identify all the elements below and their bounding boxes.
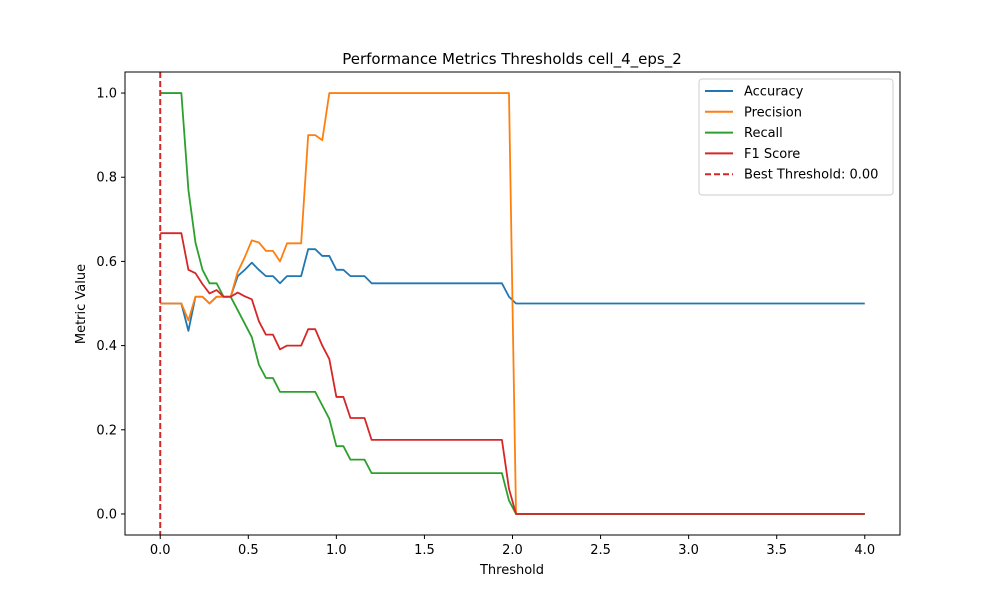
x-axis-label: Threshold: [479, 563, 544, 578]
x-tick-label: 2.0: [502, 543, 523, 558]
x-tick-label: 0.0: [150, 543, 171, 558]
y-tick-label: 0.2: [96, 423, 117, 438]
x-tick-label: 1.5: [414, 543, 435, 558]
series-line-f1-score: [160, 232, 865, 515]
x-tick-label: 2.5: [590, 543, 611, 558]
x-tick-label: 3.5: [766, 543, 787, 558]
chart-title: Performance Metrics Thresholds cell_4_ep…: [342, 50, 682, 69]
legend-label: Accuracy: [744, 85, 804, 100]
series-line-recall: [160, 92, 865, 515]
x-tick-label: 4.0: [854, 543, 875, 558]
x-tick-label: 3.0: [678, 543, 699, 558]
y-tick-label: 0.4: [96, 339, 117, 354]
series-line-precision: [160, 92, 865, 515]
y-axis-label: Metric Value: [74, 264, 89, 344]
y-tick-label: 0.0: [96, 507, 117, 522]
y-tick-label: 0.6: [96, 255, 117, 270]
legend: Accuracy Precision Recall F1 Score Best Thre…: [698, 78, 894, 196]
y-axis-ticks: 0.0 0.2 0.4 0.6 0.8 1.0: [96, 87, 125, 522]
legend-label: Precision: [744, 105, 802, 120]
x-axis-ticks: 0.0 0.5 1.0 1.5 2.0 2.5 3.0 3.5 4.0: [150, 535, 875, 558]
legend-box: [698, 78, 894, 196]
x-tick-label: 1.0: [326, 543, 347, 558]
legend-label: F1 Score: [744, 147, 800, 162]
legend-label: Best Threshold: 0.00: [744, 168, 878, 183]
y-tick-label: 0.8: [96, 171, 117, 186]
x-tick-label: 0.5: [238, 543, 259, 558]
y-tick-label: 1.0: [96, 87, 117, 102]
legend-label: Recall: [744, 126, 783, 141]
